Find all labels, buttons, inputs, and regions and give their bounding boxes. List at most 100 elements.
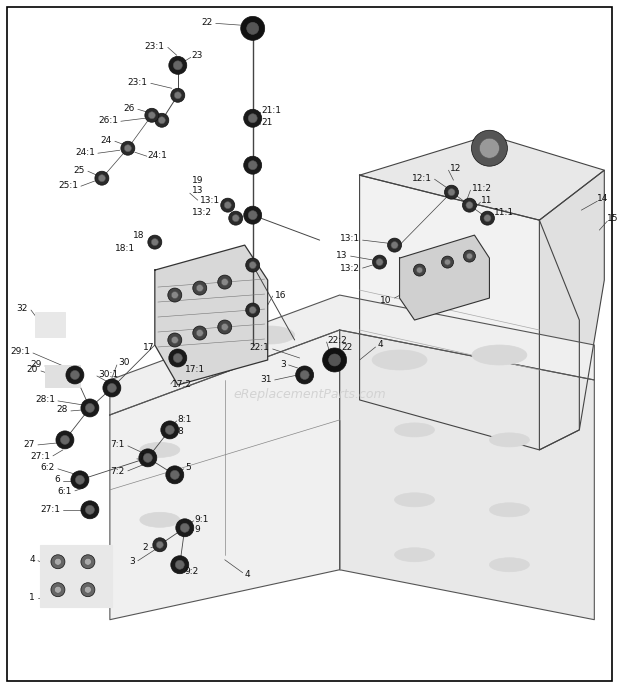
Circle shape <box>391 241 398 248</box>
Text: eReplacementParts.com: eReplacementParts.com <box>233 389 386 401</box>
Circle shape <box>466 253 472 259</box>
Circle shape <box>246 303 260 317</box>
Text: 25:1: 25:1 <box>58 181 78 190</box>
Circle shape <box>56 431 74 449</box>
Text: 23:1: 23:1 <box>145 42 165 51</box>
Text: 25: 25 <box>74 166 85 175</box>
Text: 6:1: 6:1 <box>58 487 72 496</box>
Text: 27:1: 27:1 <box>30 453 50 462</box>
Circle shape <box>170 471 179 480</box>
Circle shape <box>249 307 256 314</box>
Circle shape <box>84 586 91 593</box>
Text: 11:2: 11:2 <box>471 184 492 193</box>
Text: 9:2: 9:2 <box>185 567 199 577</box>
Text: 11: 11 <box>482 195 493 204</box>
Circle shape <box>246 258 260 272</box>
Text: 29: 29 <box>30 361 42 369</box>
Circle shape <box>464 250 476 262</box>
Text: 13: 13 <box>192 186 203 195</box>
Circle shape <box>168 288 182 302</box>
Text: 2: 2 <box>142 544 148 552</box>
Circle shape <box>51 583 65 596</box>
Ellipse shape <box>394 493 435 507</box>
Text: 9: 9 <box>195 525 200 535</box>
Circle shape <box>244 206 262 224</box>
Ellipse shape <box>372 350 427 370</box>
Circle shape <box>71 370 79 380</box>
Polygon shape <box>155 245 268 385</box>
Circle shape <box>143 453 153 462</box>
Text: 18: 18 <box>133 230 145 239</box>
Text: 6: 6 <box>54 475 60 484</box>
Polygon shape <box>399 235 489 320</box>
Text: 26: 26 <box>123 104 135 113</box>
Text: 17:1: 17:1 <box>185 365 205 374</box>
Text: 13: 13 <box>336 250 348 259</box>
Ellipse shape <box>165 349 215 367</box>
Circle shape <box>218 275 232 289</box>
Text: 7:1: 7:1 <box>110 440 125 449</box>
Text: 18:1: 18:1 <box>115 244 135 252</box>
Circle shape <box>55 586 61 593</box>
Text: 1: 1 <box>29 593 35 602</box>
Circle shape <box>376 259 383 266</box>
Text: 22:2: 22:2 <box>327 336 347 345</box>
Text: 8: 8 <box>178 427 184 436</box>
Circle shape <box>174 61 182 69</box>
Circle shape <box>244 156 262 174</box>
Text: 20: 20 <box>27 365 38 374</box>
Circle shape <box>76 475 84 484</box>
Circle shape <box>121 141 135 155</box>
Circle shape <box>168 333 182 347</box>
Circle shape <box>241 17 265 41</box>
Circle shape <box>193 281 206 295</box>
Circle shape <box>171 336 179 343</box>
Circle shape <box>221 279 228 286</box>
Circle shape <box>107 383 117 392</box>
Circle shape <box>151 239 158 246</box>
Circle shape <box>296 366 314 384</box>
Text: 11:1: 11:1 <box>494 208 515 217</box>
Circle shape <box>148 111 156 119</box>
Text: 8:1: 8:1 <box>178 416 192 424</box>
Circle shape <box>84 558 91 566</box>
Text: 12: 12 <box>450 164 461 173</box>
Ellipse shape <box>489 433 529 447</box>
Text: 17: 17 <box>143 343 155 352</box>
Polygon shape <box>360 175 579 450</box>
Text: 24:1: 24:1 <box>148 151 167 160</box>
Circle shape <box>484 215 491 222</box>
Circle shape <box>322 348 347 372</box>
Circle shape <box>169 56 187 74</box>
Text: 22:1: 22:1 <box>250 343 270 352</box>
Circle shape <box>248 161 257 170</box>
Circle shape <box>99 175 105 182</box>
Text: 17:2: 17:2 <box>172 380 192 389</box>
Ellipse shape <box>140 513 180 527</box>
Circle shape <box>95 171 109 185</box>
Circle shape <box>125 144 131 152</box>
Text: 24: 24 <box>100 136 112 144</box>
Circle shape <box>81 583 95 596</box>
Text: 7:2: 7:2 <box>110 467 125 476</box>
Circle shape <box>169 349 187 367</box>
Circle shape <box>229 211 242 225</box>
Text: 4: 4 <box>378 341 383 350</box>
Text: 32: 32 <box>17 303 28 312</box>
Text: 3: 3 <box>129 557 135 566</box>
Bar <box>35 312 65 337</box>
Text: 26:1: 26:1 <box>98 116 118 125</box>
Circle shape <box>139 449 157 467</box>
Circle shape <box>197 285 203 292</box>
Ellipse shape <box>245 326 294 344</box>
Polygon shape <box>340 330 595 620</box>
Circle shape <box>373 255 386 269</box>
Circle shape <box>466 202 473 208</box>
Circle shape <box>176 519 194 537</box>
Text: 10: 10 <box>380 296 392 305</box>
Text: 5: 5 <box>185 463 190 473</box>
Text: 21: 21 <box>262 118 273 127</box>
Text: 9:1: 9:1 <box>195 515 209 524</box>
Ellipse shape <box>394 548 435 561</box>
Circle shape <box>221 198 235 212</box>
